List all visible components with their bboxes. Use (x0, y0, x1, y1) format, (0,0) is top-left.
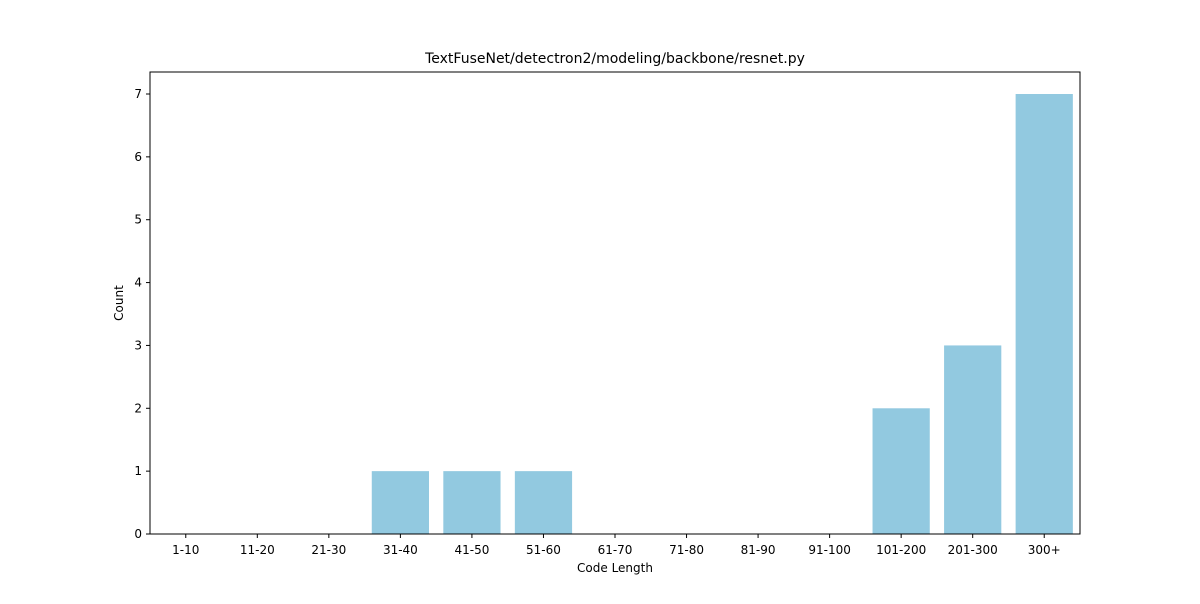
y-axis-ticks: 0 1 2 3 4 5 6 7 (134, 87, 150, 541)
y-tick-label: 5 (134, 213, 142, 227)
x-tick-label: 91-100 (808, 543, 851, 557)
x-tick-label: 41-50 (454, 543, 489, 557)
plot-frame (149, 71, 1081, 535)
y-tick-label: 6 (134, 150, 142, 164)
x-tick-label: 300+ (1028, 543, 1061, 557)
x-tick-label: 201-300 (948, 543, 998, 557)
y-tick-label: 7 (134, 87, 142, 101)
bar-31-40 (371, 471, 429, 534)
y-tick-label: 4 (134, 276, 142, 290)
bar-51-60 (514, 471, 573, 534)
x-axis-label: Code Length (577, 561, 653, 575)
bar-41-50 (443, 471, 501, 534)
x-tick-label: 11-20 (240, 543, 275, 557)
chart-title: TextFuseNet/detectron2/modeling/backbone… (424, 51, 805, 67)
x-tick-label: 101-200 (876, 543, 926, 557)
bar-101-200 (872, 408, 930, 534)
bar-201-300 (944, 345, 1002, 534)
bar-300+ (1015, 94, 1073, 534)
y-tick-label: 0 (134, 527, 142, 541)
bars-layer (371, 94, 1073, 534)
x-tick-label: 81-90 (741, 543, 776, 557)
y-axis-label: Count (112, 285, 126, 321)
y-tick-label: 3 (134, 338, 142, 352)
y-tick-label: 1 (134, 464, 142, 478)
x-axis-ticks: 1-10 11-20 21-30 31-40 41-50 51-60 61-70 71-80 8… (172, 534, 1061, 557)
x-tick-label: 71-80 (669, 543, 704, 557)
x-tick-label: 61-70 (598, 543, 633, 557)
x-tick-label: 31-40 (383, 543, 418, 557)
x-tick-label: 21-30 (311, 543, 346, 557)
y-tick-label: 2 (134, 401, 142, 415)
x-tick-label: 51-60 (526, 543, 561, 557)
x-tick-label: 1-10 (172, 543, 199, 557)
